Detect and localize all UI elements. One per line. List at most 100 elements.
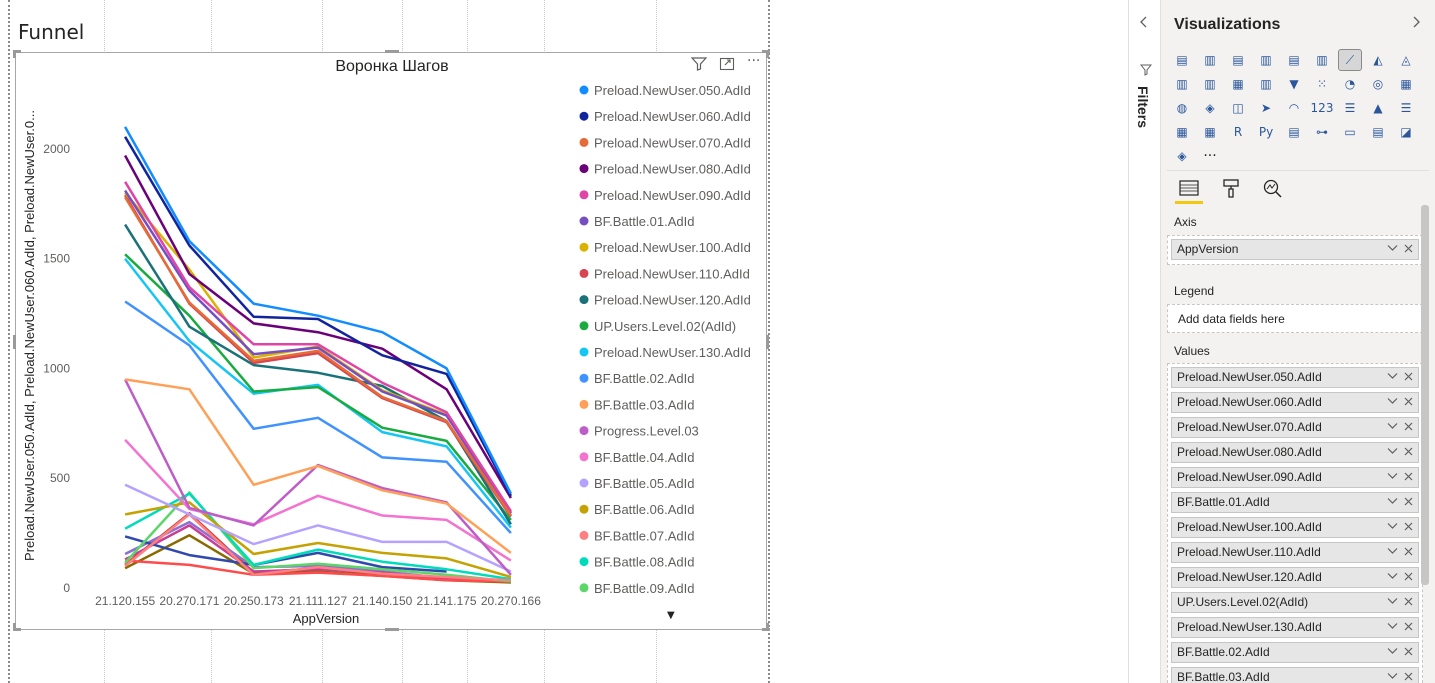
series-line[interactable]: [124, 378, 512, 554]
legend-marker[interactable]: [579, 321, 589, 331]
values-field-pill[interactable]: UP.Users.Level.02(AdId): [1171, 592, 1419, 613]
legend-marker[interactable]: [579, 557, 589, 567]
shape-map-visual-icon[interactable]: ◫: [1232, 101, 1244, 115]
pie-visual-icon[interactable]: ◔: [1344, 77, 1356, 91]
qa-visual-icon[interactable]: ▭: [1344, 125, 1356, 139]
resize-handle[interactable]: [385, 50, 399, 53]
filled-map-visual-icon[interactable]: ◈: [1205, 101, 1215, 115]
r-visual-visual-icon[interactable]: R: [1233, 125, 1243, 139]
axis-field-pill[interactable]: AppVersion: [1171, 239, 1419, 260]
values-well[interactable]: Preload.NewUser.050.AdId Preload.NewUser.…: [1167, 363, 1423, 683]
chevron-down-icon[interactable]: [1387, 593, 1398, 612]
series-line[interactable]: [124, 181, 512, 512]
legend-marker[interactable]: [579, 85, 589, 95]
chevron-down-icon[interactable]: [1387, 468, 1398, 487]
axis-well[interactable]: AppVersion: [1167, 235, 1423, 265]
values-field-pill[interactable]: Preload.NewUser.110.AdId: [1171, 542, 1419, 563]
series-line[interactable]: [124, 492, 512, 581]
close-icon[interactable]: [1404, 618, 1413, 637]
filters-label[interactable]: Filters: [1135, 86, 1151, 129]
map-visual-icon[interactable]: ◍: [1176, 101, 1188, 115]
series-line[interactable]: [124, 223, 512, 525]
legend-entry[interactable]: BF.Battle.06.AdId: [594, 502, 694, 517]
smart-narrative-visual-icon[interactable]: ▤: [1372, 125, 1384, 139]
100-column-visual-icon[interactable]: ▥: [1316, 53, 1328, 67]
more-visual-icon[interactable]: ···: [1203, 148, 1217, 164]
decomposition-tree-visual-icon[interactable]: ⊶: [1316, 125, 1328, 139]
legend-entry[interactable]: Preload.NewUser.060.AdId: [594, 109, 751, 124]
resize-handle[interactable]: [13, 335, 16, 349]
kpi-visual-icon[interactable]: ▲: [1373, 101, 1383, 115]
focus-mode-icon[interactable]: [719, 57, 735, 75]
legend-entry[interactable]: BF.Battle.02.AdId: [594, 371, 694, 386]
chevron-down-icon[interactable]: [1387, 443, 1398, 462]
chevron-down-icon[interactable]: [1387, 668, 1398, 683]
values-field-pill[interactable]: Preload.NewUser.090.AdId: [1171, 467, 1419, 488]
resize-handle[interactable]: [766, 50, 769, 58]
series-line[interactable]: [124, 535, 447, 573]
values-field-pill[interactable]: Preload.NewUser.070.AdId: [1171, 417, 1419, 438]
series-line[interactable]: [124, 257, 512, 529]
legend-entry[interactable]: Preload.NewUser.050.AdId: [594, 83, 751, 98]
legend-marker[interactable]: [579, 268, 589, 278]
multi-card-visual-icon[interactable]: ☰: [1344, 101, 1356, 115]
legend-entry[interactable]: BF.Battle.01.AdId: [594, 214, 694, 229]
line-clustered-visual-icon[interactable]: ▥: [1204, 77, 1216, 91]
series-line[interactable]: [124, 196, 512, 517]
close-icon[interactable]: [1404, 543, 1413, 562]
legend-entry[interactable]: Preload.NewUser.110.AdId: [594, 266, 750, 281]
filters-pane[interactable]: Filters: [1128, 0, 1160, 683]
line-chart-visual[interactable]: Воронка Шагов 0 500 1000 1500 2000 21.120.155 2…: [13, 50, 770, 631]
series-line[interactable]: [124, 154, 512, 499]
stacked-bar-visual-icon[interactable]: ▤: [1176, 53, 1188, 67]
chevron-down-icon[interactable]: [1387, 518, 1398, 537]
close-icon[interactable]: [1404, 240, 1413, 259]
clustered-bar-visual-icon[interactable]: ▤: [1232, 53, 1244, 67]
legend-marker[interactable]: [579, 347, 589, 357]
chevron-down-icon[interactable]: [1387, 368, 1398, 387]
format-tab[interactable]: [1217, 178, 1245, 204]
analytics-tab[interactable]: [1259, 178, 1287, 204]
close-icon[interactable]: [1404, 593, 1413, 612]
close-icon[interactable]: [1404, 668, 1413, 683]
series-line[interactable]: [125, 559, 511, 583]
python-visual-visual-icon[interactable]: Py: [1258, 125, 1274, 139]
chevron-left-icon[interactable]: [1139, 14, 1149, 33]
line-column-visual-icon[interactable]: ▥: [1176, 77, 1188, 91]
sort-arrow-icon[interactable]: ▼: [667, 610, 675, 621]
close-icon[interactable]: [1404, 493, 1413, 512]
chart-svg[interactable]: Воронка Шагов 0 500 1000 1500 2000 21.120.155 2…: [16, 53, 768, 631]
more-options-icon[interactable]: ···: [747, 53, 761, 69]
legend-entry[interactable]: Preload.NewUser.080.AdId: [594, 162, 751, 177]
pane-scrollbar[interactable]: [1421, 205, 1429, 585]
card-visual-icon[interactable]: 123: [1310, 101, 1334, 115]
legend-well[interactable]: Add data fields here: [1167, 304, 1423, 333]
azure-map-visual-icon[interactable]: ➤: [1260, 101, 1272, 115]
chevron-down-icon[interactable]: [1387, 393, 1398, 412]
chevron-down-icon[interactable]: [1387, 418, 1398, 437]
resize-handle[interactable]: [385, 628, 399, 631]
values-field-pill[interactable]: Preload.NewUser.080.AdId: [1171, 442, 1419, 463]
values-field-pill[interactable]: BF.Battle.02.AdId: [1171, 642, 1419, 663]
funnel-visual-icon[interactable]: ▼: [1289, 77, 1299, 91]
legend-entry[interactable]: UP.Users.Level.02(AdId): [594, 319, 736, 334]
close-icon[interactable]: [1404, 368, 1413, 387]
values-field-pill[interactable]: Preload.NewUser.120.AdId: [1171, 567, 1419, 588]
legend-marker[interactable]: [579, 137, 589, 147]
values-field-pill[interactable]: BF.Battle.01.AdId: [1171, 492, 1419, 513]
legend-marker[interactable]: [579, 530, 589, 540]
close-icon[interactable]: [1404, 518, 1413, 537]
treemap-visual-icon[interactable]: ▦: [1400, 77, 1412, 91]
series-line[interactable]: [124, 189, 512, 514]
series-line[interactable]: [124, 501, 512, 579]
resize-handle[interactable]: [766, 623, 769, 631]
resize-handle[interactable]: [13, 50, 16, 58]
series-line[interactable]: [124, 483, 512, 573]
legend-marker[interactable]: [579, 478, 589, 488]
chevron-down-icon[interactable]: [1387, 643, 1398, 662]
legend-entry[interactable]: BF.Battle.08.AdId: [594, 555, 694, 570]
values-field-pill[interactable]: Preload.NewUser.060.AdId: [1171, 392, 1419, 413]
line-visual-icon[interactable]: ⟋: [1338, 49, 1362, 71]
legend-marker[interactable]: [579, 426, 589, 436]
series-line[interactable]: [124, 300, 512, 534]
